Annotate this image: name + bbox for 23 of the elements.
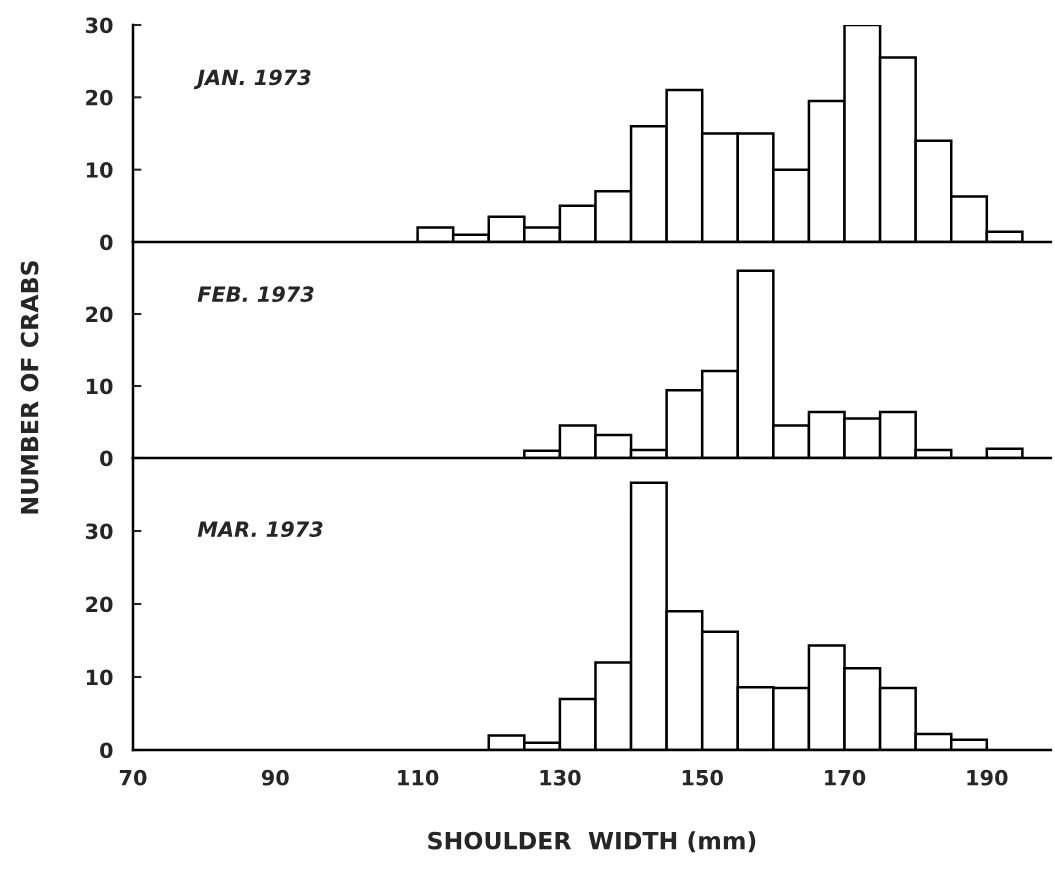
x-tick-label: 70 — [119, 769, 147, 786]
y-tick-label: 30 — [85, 17, 113, 34]
y-tick-label: 0 — [100, 234, 113, 251]
y-tick-label: 0 — [100, 450, 113, 467]
x-tick-label: 110 — [398, 769, 439, 786]
annotation: MAR. 1973 — [197, 521, 323, 538]
x-tick-label: 170 — [825, 769, 866, 786]
y-tick-label: 10 — [86, 378, 113, 395]
y-tick-label: 10 — [86, 162, 113, 178]
x-tick-label: 130 — [540, 769, 581, 786]
y-tick-label: 30 — [85, 523, 113, 540]
y-tick-label: 10 — [86, 669, 113, 686]
y-tick-label: 0 — [100, 742, 113, 759]
y-tick-label: 20 — [86, 89, 113, 106]
x-tick-label: 90 — [261, 769, 289, 786]
y-tick-label: 20 — [86, 306, 113, 323]
x-tick-label: 190 — [967, 769, 1008, 786]
x-axis-title: SHOULDER WIDTH (mm) — [428, 831, 756, 853]
x-tick-label: 150 — [682, 769, 723, 786]
y-axis-title: NUMBER OF CRABS — [20, 261, 39, 514]
y-tick-label: 20 — [86, 596, 113, 613]
annotation: JAN. 1973 — [193, 69, 311, 90]
annotation: FEB. 1973 — [197, 286, 314, 303]
